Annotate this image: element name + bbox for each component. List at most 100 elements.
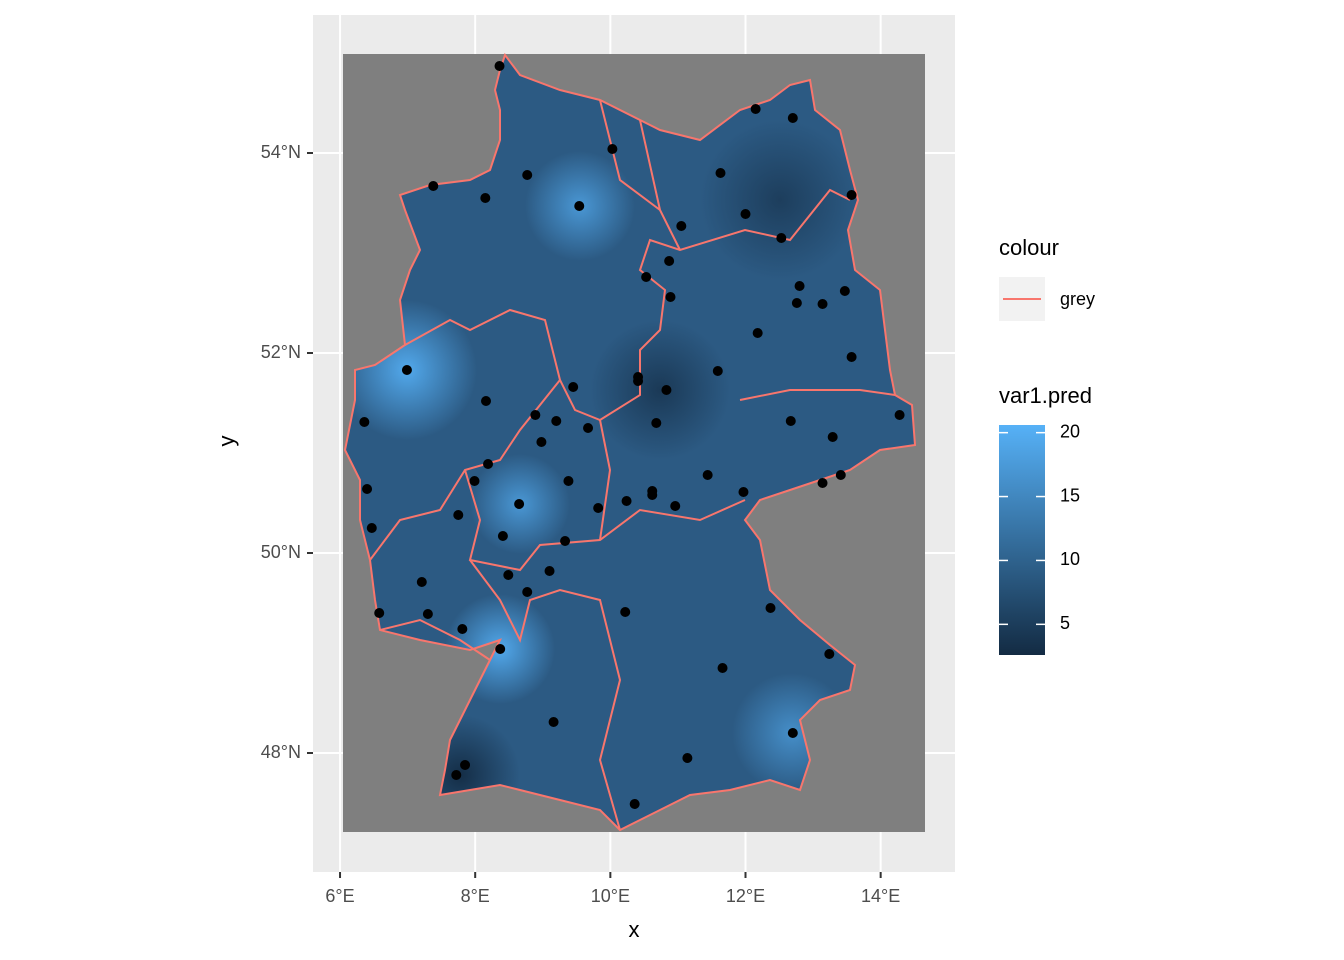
borders: [344, 54, 916, 831]
station-point: [563, 476, 574, 486]
colorbar-tick-label: 5: [1060, 613, 1070, 633]
station-point: [551, 416, 562, 426]
station-point: [530, 410, 541, 420]
state-border: [404, 188, 851, 422]
station-point: [664, 256, 675, 266]
station-point: [568, 382, 579, 392]
station-point: [676, 221, 687, 231]
station-point: [765, 603, 776, 613]
y-tick-label: 50°N: [261, 542, 301, 562]
station-point: [740, 209, 751, 219]
station-point: [787, 113, 798, 123]
colorbar-tick-label: 20: [1060, 421, 1080, 441]
station-point: [787, 728, 798, 738]
station-point: [560, 536, 571, 546]
legend-title: colour: [999, 235, 1059, 260]
station-point: [583, 423, 594, 433]
legend-label: grey: [1060, 289, 1095, 309]
station-point: [548, 717, 559, 727]
station-point: [794, 281, 805, 291]
station-point: [503, 570, 514, 580]
station-point: [483, 459, 494, 469]
state-border: [379, 559, 622, 831]
station-point: [359, 417, 370, 427]
station-point: [712, 366, 723, 376]
station-point: [416, 577, 427, 587]
legend-title: var1.pred: [999, 383, 1092, 408]
station-point: [750, 104, 761, 114]
station-point: [574, 201, 585, 211]
x-tick-label: 14°E: [861, 886, 900, 906]
station-point: [362, 484, 373, 494]
station-point: [629, 799, 640, 809]
station-point: [480, 193, 491, 203]
y-tick-label: 48°N: [261, 742, 301, 762]
station-point: [785, 416, 796, 426]
station-point: [422, 609, 433, 619]
station-point: [817, 299, 828, 309]
station-point: [647, 490, 658, 500]
station-point: [469, 476, 480, 486]
y-axis-title: y: [214, 436, 239, 447]
station-point: [620, 607, 631, 617]
station-point: [702, 470, 713, 480]
colorbar: [999, 425, 1045, 655]
station-point: [665, 292, 676, 302]
station-point: [846, 352, 857, 362]
station-point: [497, 531, 508, 541]
station-point: [839, 286, 850, 296]
x-tick-label: 6°E: [325, 886, 354, 906]
station-point: [374, 608, 385, 618]
station-point: [817, 478, 828, 488]
station-point: [835, 470, 846, 480]
station-point: [593, 503, 604, 513]
axis-ticks: 6°E 8°E 10°E 12°E 14°E 48°N 50°N 52°N 54°N: [261, 142, 900, 906]
y-tick-label: 52°N: [261, 342, 301, 362]
station-point: [514, 499, 525, 509]
station-point: [715, 168, 726, 178]
colorbar-tick-label: 10: [1060, 549, 1080, 569]
y-tick-label: 54°N: [261, 142, 301, 162]
station-point: [522, 587, 533, 597]
colorbar-ticks: 5 10 15 20: [999, 421, 1080, 633]
station-point: [607, 144, 618, 154]
station-point: [894, 410, 905, 420]
station-point: [495, 644, 506, 654]
station-point: [752, 328, 763, 338]
station-point: [536, 437, 547, 447]
station-point: [641, 272, 652, 282]
x-axis-title: x: [629, 917, 640, 942]
station-point: [661, 385, 672, 395]
state-border: [369, 99, 896, 572]
x-tick-label: 12°E: [726, 886, 765, 906]
station-point: [738, 487, 749, 497]
station-point: [451, 770, 462, 780]
station-point: [401, 365, 412, 375]
colorbar-tick-label: 15: [1060, 485, 1080, 505]
station-point: [827, 432, 838, 442]
station-point: [460, 760, 471, 770]
station-point: [428, 181, 439, 191]
station-point: [791, 298, 802, 308]
station-point: [717, 663, 728, 673]
station-point: [366, 523, 377, 533]
x-tick-label: 10°E: [591, 886, 630, 906]
station-point: [453, 510, 464, 520]
station-point: [776, 233, 787, 243]
station-point: [621, 496, 632, 506]
x-tick-label: 8°E: [461, 886, 490, 906]
station-point: [682, 753, 693, 763]
station-point: [544, 566, 555, 576]
station-point: [494, 61, 505, 71]
station-point: [670, 501, 681, 511]
station-point: [846, 190, 857, 200]
station-point: [522, 170, 533, 180]
points: [359, 61, 905, 809]
station-point: [633, 376, 644, 386]
station-point: [651, 418, 662, 428]
station-point: [457, 624, 468, 634]
station-point: [824, 649, 835, 659]
station-point: [481, 396, 492, 406]
